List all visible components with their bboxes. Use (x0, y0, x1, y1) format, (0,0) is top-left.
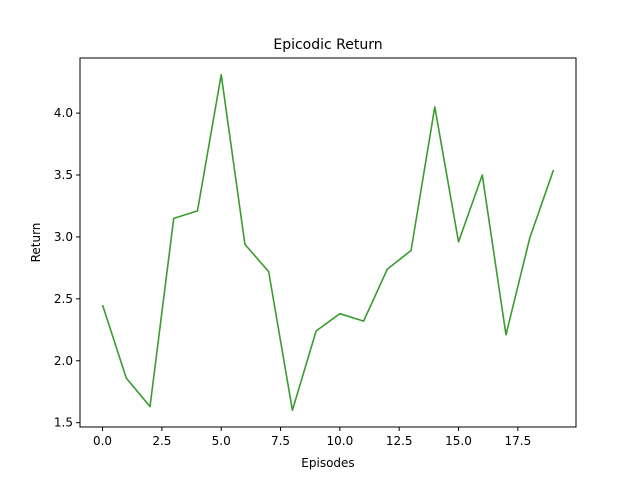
x-tick-label: 15.0 (445, 434, 472, 448)
plot-area-frame (79, 57, 577, 428)
y-tick-label: 4.0 (54, 106, 73, 120)
y-tick-label: 2.0 (54, 354, 73, 368)
x-tick-label: 12.5 (386, 434, 413, 448)
x-axis-label: Episodes (301, 456, 354, 470)
x-tick-label: 17.5 (504, 434, 531, 448)
x-tick-label: 0.0 (93, 434, 112, 448)
y-tick-label: 3.0 (54, 230, 73, 244)
y-axis-label: Return (29, 223, 43, 263)
x-tick-label: 7.5 (271, 434, 290, 448)
series-layer (101, 73, 555, 412)
y-axis: 1.5 2.0 2.5 3.0 3.5 4.0 (54, 106, 80, 430)
x-tick-label: 2.5 (152, 434, 171, 448)
x-axis: 0.0 2.5 5.0 7.5 10.0 12.5 15.0 17.5 (93, 427, 531, 448)
y-tick-label: 2.5 (54, 292, 73, 306)
x-tick-label: 5.0 (212, 434, 231, 448)
y-tick-label: 3.5 (54, 168, 73, 182)
series-line (101, 73, 555, 412)
y-tick-label: 1.5 (54, 416, 73, 430)
chart-title: Epicodic Return (273, 37, 382, 53)
x-tick-label: 10.0 (327, 434, 354, 448)
